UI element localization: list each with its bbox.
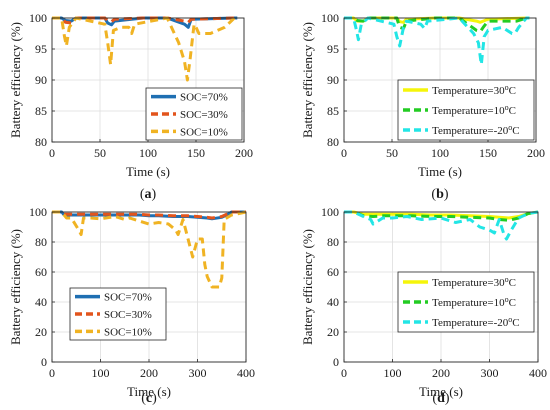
x-tick-label: 100 — [92, 366, 110, 380]
x-tick-label: 150 — [479, 146, 497, 160]
y-tick-label: 80 — [327, 235, 339, 249]
y-tick-label: 80 — [327, 135, 339, 149]
panel-caption: (c) — [141, 391, 157, 406]
y-tick-label: 80 — [35, 135, 47, 149]
legend-label: Temperature=30oC — [432, 275, 516, 289]
legend-label: Temperature=30oC — [432, 83, 516, 97]
series-line-1 — [52, 16, 238, 29]
x-tick-label: 100 — [139, 146, 157, 160]
panel-c: 0 100 200 300 400 0 20 40 60 80 100 Time (s) Battery… — [8, 205, 255, 406]
y-axis-label: Battery efficiency (%) — [8, 22, 23, 138]
x-tick-label: 50 — [386, 146, 398, 160]
x-tick-label: 200 — [527, 146, 545, 160]
y-axis-label: Battery efficiency (%) — [300, 22, 315, 138]
legend-label: Temperature=10oC — [432, 295, 516, 309]
x-tick-label: 50 — [94, 146, 106, 160]
y-tick-label: 85 — [35, 104, 47, 118]
legend-label: Temperature=-20oC — [432, 315, 520, 329]
y-tick-label: 100 — [29, 205, 47, 219]
legend-label: SOC=10% — [104, 326, 152, 338]
legend-label: Temperature=-20oC — [432, 123, 520, 137]
x-tick-label: 0 — [341, 146, 347, 160]
panel-caption: (b) — [431, 187, 448, 202]
x-tick-label: 100 — [431, 146, 449, 160]
x-axis-label: Time (s) — [419, 384, 463, 399]
y-tick-label: 20 — [35, 325, 47, 339]
panel-caption: (a) — [140, 187, 157, 202]
legend-label: Temperature=10oC — [432, 103, 516, 117]
y-tick-label: 90 — [327, 73, 339, 87]
series-line-3 — [52, 210, 246, 289]
y-tick-label: 90 — [35, 73, 47, 87]
y-tick-label: 95 — [35, 42, 47, 56]
x-axis-label: Time (s) — [418, 164, 462, 179]
y-tick-label: 20 — [327, 325, 339, 339]
y-tick-label: 40 — [327, 295, 339, 309]
y-tick-label: 80 — [35, 235, 47, 249]
y-axis-label: Battery efficiency (%) — [300, 229, 315, 345]
x-tick-label: 0 — [341, 366, 347, 380]
x-tick-label: 150 — [187, 146, 205, 160]
legend-label: SOC=30% — [104, 309, 152, 321]
panel-caption: (d) — [432, 391, 449, 406]
series-line-3 — [344, 16, 530, 66]
y-tick-label: 95 — [327, 42, 339, 56]
series-line-2 — [344, 210, 538, 222]
x-tick-label: 0 — [49, 146, 55, 160]
y-tick-label: 0 — [41, 355, 47, 369]
legend-label: SOC=70% — [104, 292, 152, 304]
x-axis-label: Time (s) — [126, 164, 170, 179]
legend-label: SOC=30% — [180, 109, 228, 121]
series-line-2 — [52, 210, 246, 220]
y-tick-label: 40 — [35, 295, 47, 309]
x-tick-label: 200 — [235, 146, 253, 160]
x-tick-label: 200 — [432, 366, 450, 380]
x-axis-label: Time (s) — [127, 384, 171, 399]
panel-a: 0 50 100 150 200 80 85 90 95 100 Time (s) Battery e… — [8, 11, 253, 202]
y-tick-label: 100 — [321, 11, 339, 25]
series-line-2 — [52, 16, 238, 25]
y-tick-label: 85 — [327, 104, 339, 118]
y-tick-label: 60 — [35, 265, 47, 279]
legend-label: SOC=10% — [180, 126, 228, 138]
panel-b: 0 50 100 150 200 80 85 90 95 100 Time (s) Battery e… — [300, 11, 545, 202]
y-axis-label: Battery efficiency (%) — [8, 229, 23, 345]
x-tick-label: 100 — [384, 366, 402, 380]
y-tick-label: 100 — [29, 11, 47, 25]
series-line-3 — [344, 210, 538, 241]
series-line-2 — [344, 16, 530, 34]
x-tick-label: 200 — [140, 366, 158, 380]
panel-d: 0 100 200 300 400 0 20 40 60 80 100 Time (s) Battery… — [300, 205, 547, 406]
y-tick-label: 0 — [333, 355, 339, 369]
legend-label: SOC=70% — [180, 92, 228, 104]
y-tick-label: 100 — [321, 205, 339, 219]
y-tick-label: 60 — [327, 265, 339, 279]
x-tick-label: 400 — [237, 366, 255, 380]
x-tick-label: 300 — [481, 366, 499, 380]
x-tick-label: 400 — [529, 366, 547, 380]
x-tick-label: 300 — [189, 366, 207, 380]
x-tick-label: 0 — [49, 366, 55, 380]
